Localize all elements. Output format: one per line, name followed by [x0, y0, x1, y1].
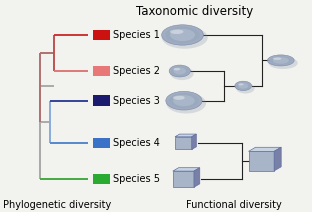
Ellipse shape: [273, 57, 281, 60]
Ellipse shape: [169, 93, 199, 108]
Ellipse shape: [236, 82, 250, 90]
Ellipse shape: [170, 29, 195, 41]
Ellipse shape: [173, 95, 195, 106]
Text: Taxonomic diversity: Taxonomic diversity: [136, 5, 254, 18]
Bar: [93, 95, 110, 106]
Ellipse shape: [162, 25, 203, 45]
Ellipse shape: [170, 29, 183, 34]
Polygon shape: [192, 134, 196, 149]
Bar: [93, 138, 110, 148]
Ellipse shape: [238, 83, 248, 89]
Text: Species 3: Species 3: [113, 96, 160, 106]
Ellipse shape: [162, 26, 208, 49]
Polygon shape: [194, 168, 200, 187]
Ellipse shape: [273, 57, 289, 64]
Ellipse shape: [166, 91, 202, 110]
Ellipse shape: [173, 68, 180, 70]
Ellipse shape: [238, 83, 244, 85]
Text: Phylogenetic diversity: Phylogenetic diversity: [3, 200, 111, 210]
Text: Species 2: Species 2: [113, 66, 160, 76]
Ellipse shape: [166, 93, 206, 113]
Polygon shape: [249, 147, 281, 151]
Ellipse shape: [171, 66, 188, 76]
Polygon shape: [175, 134, 196, 137]
Text: Species 5: Species 5: [113, 174, 160, 184]
Ellipse shape: [170, 67, 194, 80]
Text: Species 4: Species 4: [113, 138, 160, 148]
Ellipse shape: [270, 56, 292, 65]
Ellipse shape: [236, 83, 255, 93]
Text: Species 1: Species 1: [113, 30, 160, 40]
Polygon shape: [249, 151, 274, 171]
Ellipse shape: [173, 96, 185, 100]
Bar: [93, 174, 110, 184]
Ellipse shape: [169, 65, 190, 77]
Ellipse shape: [173, 67, 186, 75]
Ellipse shape: [267, 55, 294, 66]
Polygon shape: [274, 147, 281, 171]
Ellipse shape: [268, 57, 298, 69]
Polygon shape: [173, 171, 194, 187]
Text: Functional diversity: Functional diversity: [186, 200, 282, 210]
Polygon shape: [173, 168, 200, 171]
Ellipse shape: [235, 81, 251, 91]
Ellipse shape: [165, 27, 200, 43]
Polygon shape: [175, 137, 192, 149]
Bar: [93, 30, 110, 40]
Bar: [93, 66, 110, 76]
